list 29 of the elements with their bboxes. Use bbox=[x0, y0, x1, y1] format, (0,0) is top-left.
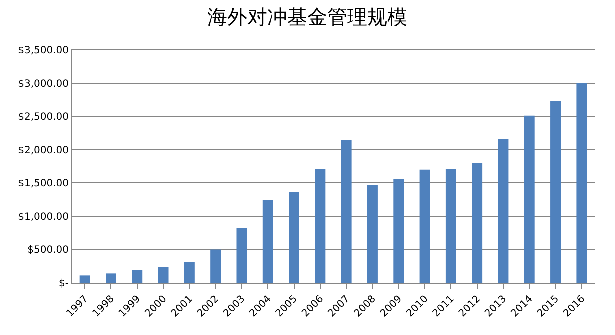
bar bbox=[550, 101, 561, 283]
y-tick-label: $3,500.00 bbox=[18, 46, 69, 56]
y-tick-label: $3,000.00 bbox=[18, 78, 69, 90]
bar bbox=[498, 139, 509, 283]
bar bbox=[576, 83, 588, 283]
bar bbox=[368, 185, 378, 283]
bar bbox=[132, 270, 143, 283]
y-tick-label: $500.00 bbox=[28, 245, 69, 256]
bar bbox=[394, 179, 404, 283]
bar bbox=[524, 116, 535, 283]
y-tick-label: $- bbox=[59, 278, 70, 290]
bar bbox=[262, 200, 274, 283]
bar bbox=[210, 250, 222, 283]
bar bbox=[446, 169, 456, 283]
bar bbox=[236, 228, 248, 283]
bar bbox=[420, 170, 430, 283]
bar bbox=[472, 163, 483, 283]
bar bbox=[158, 267, 169, 283]
bar bbox=[80, 276, 90, 283]
bar bbox=[184, 262, 195, 283]
chart-title: 海外对冲基金管理规模 bbox=[208, 5, 408, 30]
bar bbox=[106, 274, 116, 283]
y-tick-label: $2,500.00 bbox=[18, 112, 69, 124]
y-tick-label: $2,000.00 bbox=[18, 145, 69, 156]
bar bbox=[289, 192, 300, 283]
bar bbox=[315, 169, 326, 283]
bar bbox=[341, 140, 352, 283]
y-tick-label: $1,500.00 bbox=[18, 178, 69, 190]
y-tick-label: $1,000.00 bbox=[18, 212, 69, 223]
